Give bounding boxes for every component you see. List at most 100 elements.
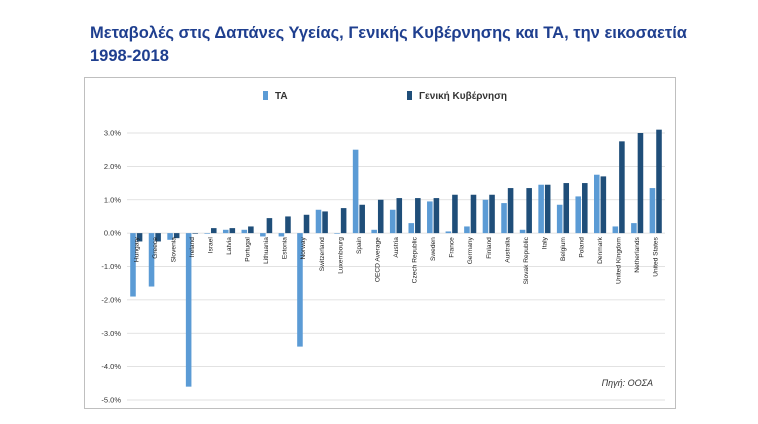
legend-swatch-gov <box>407 91 412 100</box>
category-label: United States <box>653 236 660 276</box>
bar-gov <box>415 198 421 234</box>
category-label: Spain <box>356 237 363 254</box>
bar-gov <box>173 233 180 239</box>
bar-gov <box>248 226 254 234</box>
bar-gov <box>582 183 588 234</box>
bar-gov <box>396 198 403 234</box>
bar-ta <box>519 229 526 234</box>
bar-ta <box>185 233 192 387</box>
category-label: Netherlands <box>634 236 641 272</box>
category-label: Finland <box>486 237 493 259</box>
y-axis-ticks: -5.0% -4.0% -3.0% -2.0% -1.0% 0.0% 1.0% 2.0% 3.0… <box>101 129 121 405</box>
bar-ta <box>278 233 285 237</box>
category-label: Slovenia <box>170 237 177 263</box>
category-labels: Hungary Greece Slovenia Ireland Israel Latvia… <box>133 236 659 284</box>
bar-ta <box>371 229 377 234</box>
bar-chart: -5.0% -4.0% -3.0% -2.0% -1.0% 0.0% 1.0% 2.0% 3.0… <box>101 91 665 405</box>
y-tick-label: 1.0% <box>104 195 121 204</box>
bar-ta <box>148 233 155 287</box>
category-label: Slovak Republic <box>523 236 530 284</box>
bar-gov <box>507 188 514 234</box>
bar-gov <box>637 133 644 234</box>
y-tick-label: -3.0% <box>101 329 121 338</box>
bar-ta <box>260 233 266 237</box>
bar-ta <box>334 233 340 234</box>
gridlines <box>127 132 665 401</box>
bar-ta <box>204 233 210 234</box>
bar-gov <box>544 184 551 234</box>
bar-gov <box>563 183 570 234</box>
bar-ta <box>167 233 173 240</box>
category-label: OECD Average <box>374 237 381 282</box>
y-tick-label: 3.0% <box>104 129 121 138</box>
bar-ta <box>556 204 563 234</box>
bar-ta <box>130 233 136 297</box>
bar-gov <box>433 198 440 234</box>
bar-gov <box>192 233 198 234</box>
bar-ta <box>631 223 637 234</box>
legend: ΤΑ Γενική Κυβέρνηση <box>263 91 507 102</box>
legend-label-ta: ΤΑ <box>275 91 288 102</box>
bar-ta <box>501 203 507 234</box>
category-label: Australia <box>504 237 511 263</box>
category-label: Austria <box>393 237 400 258</box>
bar-gov <box>340 208 347 234</box>
chart-frame: -5.0% -4.0% -3.0% -2.0% -1.0% 0.0% 1.0% 2.0% 3.0… <box>84 77 676 409</box>
y-tick-label: 2.0% <box>104 162 121 171</box>
bar-ta <box>575 196 582 234</box>
bar-gov <box>210 228 217 234</box>
category-label: Hungary <box>133 236 140 262</box>
bar-ta <box>352 149 359 234</box>
y-tick-label: 0.0% <box>104 229 121 238</box>
category-label: France <box>449 237 456 258</box>
legend-swatch-ta <box>263 91 268 100</box>
y-tick-label: -1.0% <box>101 262 121 271</box>
category-label: Ireland <box>189 237 196 257</box>
bar-ta <box>612 226 619 234</box>
bar-gov <box>322 211 328 234</box>
category-label: United Kingdom <box>616 237 623 284</box>
bar-ta <box>649 188 656 234</box>
page-title: Μεταβολές στις Δαπάνες Υγείας, Γενικής Κ… <box>90 24 687 65</box>
bar-ta <box>241 229 248 234</box>
bar-gov <box>452 194 458 234</box>
category-label: Israel <box>207 237 214 254</box>
bar-gov <box>656 129 662 234</box>
category-label: Italy <box>541 236 548 249</box>
bar-ta <box>389 209 396 234</box>
bar-gov <box>470 194 477 234</box>
category-label: Belgium <box>560 237 567 261</box>
bar-gov <box>303 214 310 234</box>
category-label: Estonia <box>282 237 289 259</box>
bar-ta <box>538 184 544 234</box>
bar-gov <box>377 199 384 234</box>
y-tick-label: -2.0% <box>101 295 121 304</box>
category-label: Czech Republic <box>412 236 419 283</box>
bar-ta <box>408 223 415 234</box>
bar-ta <box>594 174 600 234</box>
bar-ta <box>482 199 489 234</box>
bar-gov <box>266 218 273 234</box>
bar-gov <box>229 228 236 234</box>
bar-gov <box>155 233 161 242</box>
bar-gov <box>359 204 365 234</box>
bar-gov <box>600 176 607 234</box>
category-label: Sweden <box>430 237 437 261</box>
category-label: Portugal <box>245 237 252 262</box>
bar-ta <box>222 229 229 234</box>
bar-gov <box>619 141 625 234</box>
category-label: Denmark <box>597 236 604 263</box>
legend-label-gov: Γενική Κυβέρνηση <box>419 91 507 102</box>
bar-ta <box>315 209 322 234</box>
source-note: Πηγή: ΟΟΣΑ <box>602 378 653 388</box>
bar-gov <box>526 188 532 234</box>
bar-ta <box>464 226 470 234</box>
y-tick-label: -4.0% <box>101 362 121 371</box>
bar-gov <box>489 194 495 234</box>
bar-ta <box>297 233 303 347</box>
category-label: Lithuania <box>263 237 270 264</box>
bar-gov <box>285 216 291 234</box>
category-label: Poland <box>579 237 586 258</box>
category-label: Latvia <box>226 237 233 255</box>
bars <box>130 129 662 387</box>
